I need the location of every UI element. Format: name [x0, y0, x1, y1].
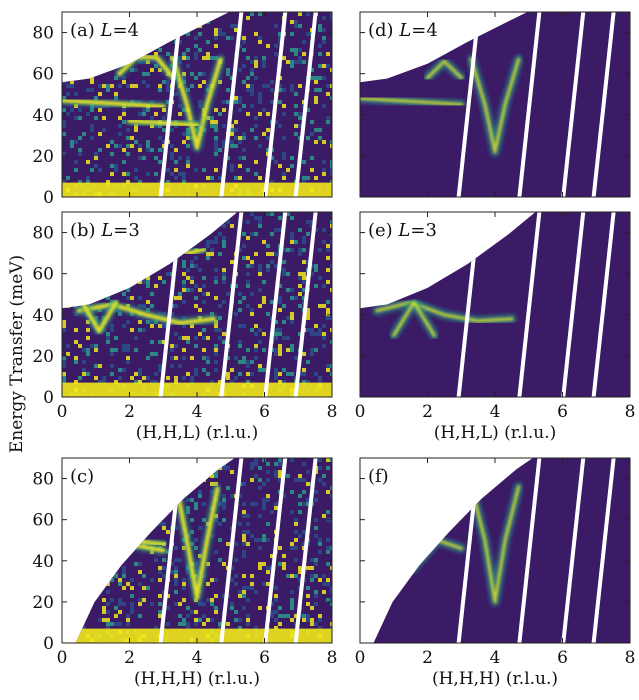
- x-axis-title: (H,H,H) (r.l.u.): [134, 669, 260, 689]
- x-tick-label: 2: [124, 648, 135, 668]
- x-axis-title: (H,H,L) (r.l.u.): [434, 423, 557, 443]
- panel-label: (e) L=3: [368, 220, 437, 241]
- x-tick-label: 2: [124, 402, 135, 422]
- heatmap-panel-c: [75, 458, 332, 643]
- x-tick-label: 2: [422, 402, 433, 422]
- y-tick-label: 0: [43, 634, 54, 654]
- x-tick-label: 4: [192, 402, 203, 422]
- x-tick-label: 6: [259, 648, 270, 668]
- x-tick-label: 6: [557, 402, 568, 422]
- dispersion-branch: [117, 55, 176, 80]
- x-tick-label: 6: [557, 648, 568, 668]
- x-tick-label: 0: [355, 402, 366, 422]
- detector-gap: [517, 212, 542, 397]
- x-tick-label: 0: [355, 648, 366, 668]
- detector-gap: [561, 12, 586, 197]
- x-tick-label: 6: [259, 402, 270, 422]
- dispersion-branch: [480, 231, 497, 243]
- y-tick-label: 40: [32, 306, 54, 326]
- detector-gap: [219, 212, 244, 397]
- dispersion-branch: [375, 300, 514, 323]
- dispersion-branch: [171, 57, 223, 150]
- detector-gap: [293, 12, 318, 197]
- x-axis-title: (H,H,H) (r.l.u.): [432, 669, 558, 689]
- detector-gap: [591, 212, 616, 397]
- y-tick-label: 60: [32, 65, 54, 85]
- dispersion-branch: [392, 300, 436, 337]
- y-tick-label: 20: [32, 347, 54, 367]
- y-tick-label: 40: [32, 106, 54, 126]
- detector-gap: [263, 458, 288, 643]
- x-tick-label: 4: [192, 648, 203, 668]
- heatmap-layer: [62, 12, 630, 643]
- x-tick-label: 4: [490, 648, 501, 668]
- detector-gap: [561, 458, 586, 643]
- dispersion-branch: [76, 302, 216, 325]
- detector-gap: [591, 12, 616, 197]
- detector-gap: [561, 212, 586, 397]
- detector-gap: [263, 212, 288, 397]
- x-axis-title: (H,H,L) (r.l.u.): [136, 423, 259, 443]
- x-tick-label: 8: [625, 648, 636, 668]
- dispersion-branch: [469, 485, 521, 604]
- y-tick-label: 20: [32, 593, 54, 613]
- dispersion-branch: [360, 96, 463, 106]
- y-tick-label: 80: [32, 24, 54, 44]
- y-axis-title: Energy Transfer (meV): [7, 255, 27, 453]
- y-tick-label: 60: [32, 265, 54, 285]
- detector-gap: [517, 12, 542, 197]
- x-tick-label: 0: [57, 648, 68, 668]
- x-tick-label: 8: [327, 648, 338, 668]
- x-tick-label: 0: [57, 402, 68, 422]
- heatmap-background: [373, 458, 630, 643]
- detector-gap: [293, 458, 318, 643]
- y-tick-label: 40: [32, 552, 54, 572]
- dispersion-branch: [80, 300, 118, 334]
- y-tick-label: 0: [43, 188, 54, 208]
- y-tick-label: 20: [32, 147, 54, 167]
- panel-label: (b) L=3: [70, 220, 140, 241]
- x-tick-label: 4: [490, 402, 501, 422]
- detector-gap: [263, 12, 288, 197]
- y-tick-label: 0: [43, 388, 54, 408]
- heatmap-panel-f: [373, 458, 630, 643]
- panel-label: (d) L=4: [368, 20, 438, 41]
- y-tick-label: 60: [32, 511, 54, 531]
- x-tick-label: 8: [327, 402, 338, 422]
- dispersion-branch: [127, 118, 199, 128]
- detector-gap: [293, 212, 318, 397]
- x-tick-label: 2: [422, 648, 433, 668]
- detector-gap: [219, 458, 244, 643]
- detector-gap: [591, 458, 616, 643]
- dispersion-branch: [426, 59, 463, 80]
- y-tick-label: 80: [32, 470, 54, 490]
- detector-gap: [219, 12, 244, 197]
- dispersion-branch: [174, 486, 220, 600]
- x-tick-label: 8: [625, 402, 636, 422]
- y-tick-label: 80: [32, 224, 54, 244]
- panel-label: (c): [70, 466, 94, 487]
- panel-label: (a) L=4: [70, 20, 139, 41]
- detector-gap: [517, 458, 542, 643]
- dispersion-branch: [469, 57, 521, 154]
- panel-label: (f): [368, 466, 389, 487]
- dispersion-branch-glow: [477, 228, 500, 246]
- dispersion-branch: [62, 98, 166, 109]
- heatmap-background: [75, 458, 332, 643]
